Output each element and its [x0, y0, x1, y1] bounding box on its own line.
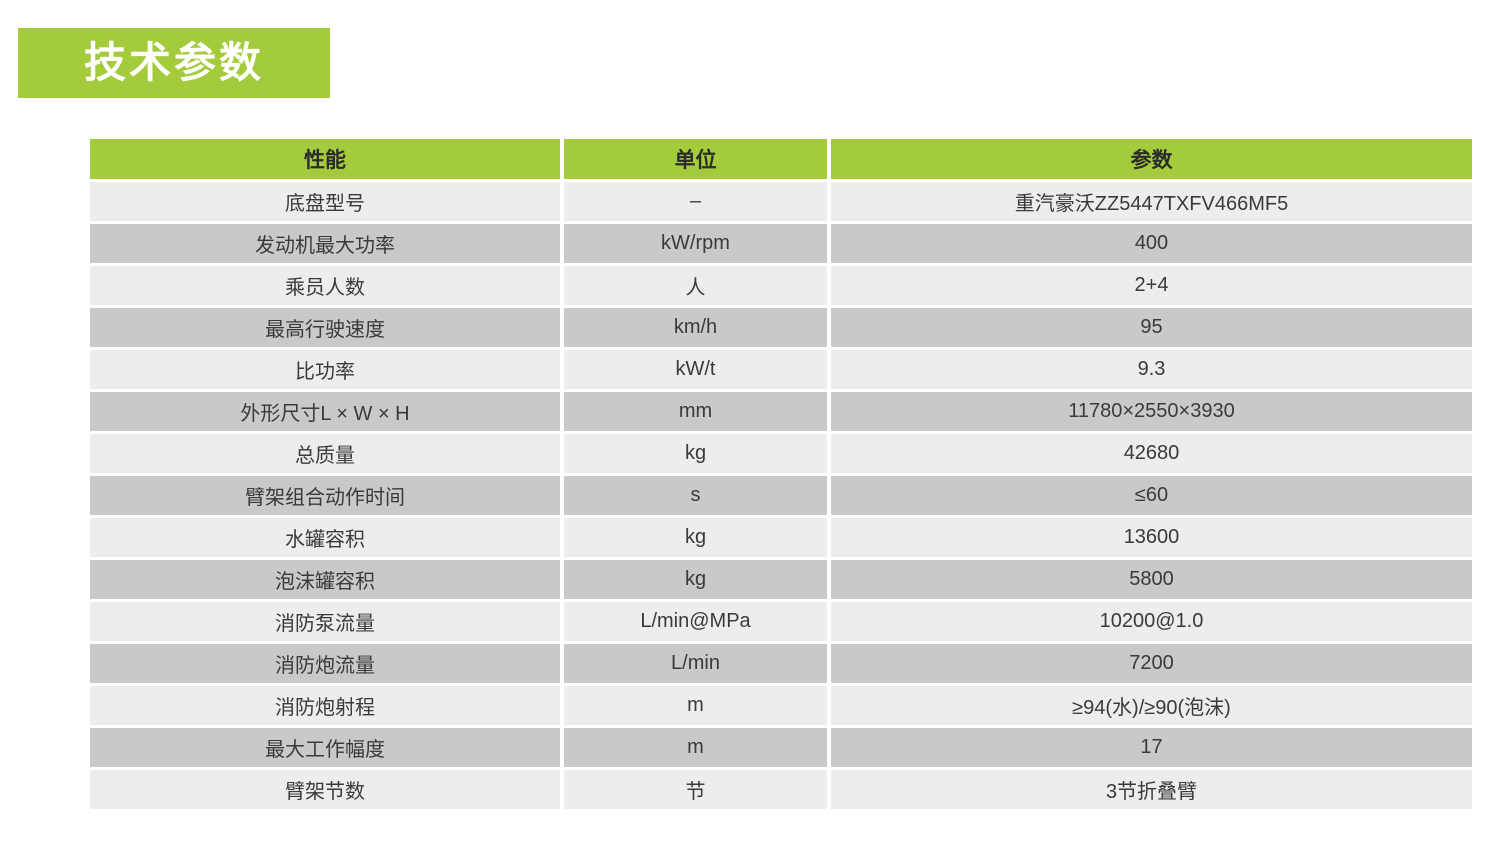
row-property-cell: 臂架组合动作时间 — [90, 476, 564, 518]
header-cell-property: 性能 — [90, 139, 564, 182]
row-value-cell: 17 — [831, 728, 1472, 770]
row-value-cell: 7200 — [831, 644, 1472, 686]
table-row: 消防炮射程 m ≥94(水)/≥90(泡沫) — [90, 686, 1472, 728]
row-value-cell: 400 — [831, 224, 1472, 266]
spec-table-head: 性能 单位 参数 — [90, 139, 1472, 182]
header-cell-value: 参数 — [831, 139, 1472, 182]
row-value-cell: 3节折叠臂 — [831, 770, 1472, 812]
row-property-cell: 乘员人数 — [90, 266, 564, 308]
row-unit-cell: kg — [564, 560, 831, 602]
row-value-cell: ≤60 — [831, 476, 1472, 518]
row-value-cell: 9.3 — [831, 350, 1472, 392]
table-row: 底盘型号 – 重汽豪沃ZZ5447TXFV466MF5 — [90, 182, 1472, 224]
section-title: 技术参数 — [83, 39, 264, 86]
table-row: 乘员人数 人 2+4 — [90, 266, 1472, 308]
row-property-cell: 消防炮射程 — [90, 686, 564, 728]
table-row: 发动机最大功率 kW/rpm 400 — [90, 224, 1472, 266]
row-property-cell: 臂架节数 — [90, 770, 564, 812]
table-header-row: 性能 单位 参数 — [90, 139, 1472, 182]
row-value-cell: 13600 — [831, 518, 1472, 560]
table-row: 消防炮流量 L/min 7200 — [90, 644, 1472, 686]
row-property-cell: 外形尺寸L × W × H — [90, 392, 564, 434]
section-title-box: 技术参数 — [18, 28, 330, 98]
row-unit-cell: km/h — [564, 308, 831, 350]
table-row: 最高行驶速度 km/h 95 — [90, 308, 1472, 350]
row-value-cell: 5800 — [831, 560, 1472, 602]
header-cell-unit: 单位 — [564, 139, 831, 182]
row-unit-cell: kg — [564, 518, 831, 560]
row-unit-cell: 节 — [564, 770, 831, 812]
row-property-cell: 发动机最大功率 — [90, 224, 564, 266]
row-property-cell: 泡沫罐容积 — [90, 560, 564, 602]
row-value-cell: 11780×2550×3930 — [831, 392, 1472, 434]
table-row: 泡沫罐容积 kg 5800 — [90, 560, 1472, 602]
row-property-cell: 最大工作幅度 — [90, 728, 564, 770]
row-value-cell: 重汽豪沃ZZ5447TXFV466MF5 — [831, 182, 1472, 224]
row-property-cell: 总质量 — [90, 434, 564, 476]
row-value-cell: 2+4 — [831, 266, 1472, 308]
row-unit-cell: kW/t — [564, 350, 831, 392]
row-value-cell: 95 — [831, 308, 1472, 350]
row-value-cell: 42680 — [831, 434, 1472, 476]
table-row: 臂架组合动作时间 s ≤60 — [90, 476, 1472, 518]
row-unit-cell: L/min@MPa — [564, 602, 831, 644]
row-unit-cell: kg — [564, 434, 831, 476]
table-row: 比功率 kW/t 9.3 — [90, 350, 1472, 392]
row-unit-cell: – — [564, 182, 831, 224]
row-property-cell: 比功率 — [90, 350, 564, 392]
table-row: 水罐容积 kg 13600 — [90, 518, 1472, 560]
row-property-cell: 最高行驶速度 — [90, 308, 564, 350]
row-value-cell: ≥94(水)/≥90(泡沫) — [831, 686, 1472, 728]
row-unit-cell: L/min — [564, 644, 831, 686]
table-row: 总质量 kg 42680 — [90, 434, 1472, 476]
row-property-cell: 底盘型号 — [90, 182, 564, 224]
row-unit-cell: m — [564, 686, 831, 728]
table-row: 消防泵流量 L/min@MPa 10200@1.0 — [90, 602, 1472, 644]
row-property-cell: 消防泵流量 — [90, 602, 564, 644]
row-unit-cell: m — [564, 728, 831, 770]
row-property-cell: 消防炮流量 — [90, 644, 564, 686]
spec-table: 性能 单位 参数 底盘型号 – 重汽豪沃ZZ5447TXFV466MF5 发动机… — [90, 139, 1472, 812]
table-row: 外形尺寸L × W × H mm 11780×2550×3930 — [90, 392, 1472, 434]
row-property-cell: 水罐容积 — [90, 518, 564, 560]
row-value-cell: 10200@1.0 — [831, 602, 1472, 644]
row-unit-cell: 人 — [564, 266, 831, 308]
row-unit-cell: mm — [564, 392, 831, 434]
row-unit-cell: s — [564, 476, 831, 518]
table-row: 臂架节数 节 3节折叠臂 — [90, 770, 1472, 812]
spec-table-body: 底盘型号 – 重汽豪沃ZZ5447TXFV466MF5 发动机最大功率 kW/r… — [90, 182, 1472, 812]
row-unit-cell: kW/rpm — [564, 224, 831, 266]
table-row: 最大工作幅度 m 17 — [90, 728, 1472, 770]
